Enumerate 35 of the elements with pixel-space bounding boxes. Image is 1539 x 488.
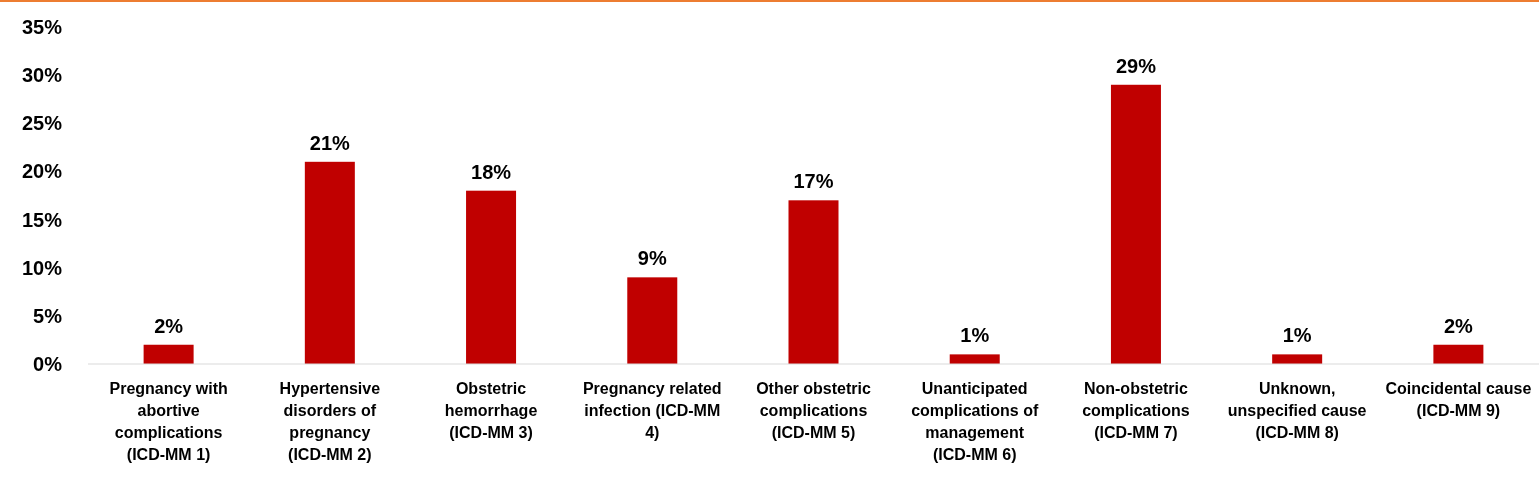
y-tick-label: 5% — [33, 304, 63, 327]
data-label: 2% — [154, 314, 184, 337]
x-tick-label: Other obstetric complications (ICD-MM 5) — [756, 380, 871, 441]
y-tick-label: 10% — [21, 256, 63, 279]
data-label: 21% — [309, 131, 351, 154]
bar — [949, 354, 1000, 364]
x-tick-label: Coincidental cause (ICD-MM 9) — [1385, 380, 1532, 419]
y-tick-label: 30% — [21, 64, 63, 87]
x-tick-label: Obstetric hemorrhage (ICD-MM 3) — [444, 380, 538, 441]
bar — [627, 277, 678, 364]
data-label: 9% — [637, 247, 667, 270]
bar — [1110, 84, 1161, 364]
data-label: 2% — [1443, 314, 1474, 337]
x-tick-label: Unanticipated complications of management (ICD-MM 6) — [911, 380, 1039, 463]
data-label: 1% — [1282, 324, 1312, 347]
y-tick-label: 25% — [21, 112, 63, 135]
x-tick-label: Pregnancy related infection (ICD-MM 4) — [582, 380, 722, 441]
bar — [1433, 344, 1484, 364]
y-tick-label: 35% — [21, 16, 63, 38]
bar — [788, 200, 839, 364]
y-tick-label: 15% — [21, 208, 63, 231]
x-tick-label: Unknown, unspecified cause (ICD-MM 8) — [1227, 380, 1367, 441]
y-tick-label: 0% — [33, 353, 63, 375]
x-tick-label: Non-obstetric complications (ICD-MM 7) — [1082, 380, 1190, 441]
data-label: 17% — [793, 170, 834, 193]
data-label: 29% — [1115, 54, 1157, 77]
bar — [466, 190, 517, 364]
x-tick-label: Pregnancy with abortive complications (ICD-MM 1) — [109, 380, 228, 463]
bar — [143, 344, 194, 364]
data-label: 1% — [960, 324, 990, 347]
y-tick-label: 20% — [21, 160, 63, 183]
bar — [1272, 354, 1323, 364]
x-tick-label: Hypertensive disorders of pregnancy (ICD-MM 2) — [279, 380, 381, 463]
bar — [304, 161, 355, 364]
data-label: 18% — [471, 160, 512, 183]
